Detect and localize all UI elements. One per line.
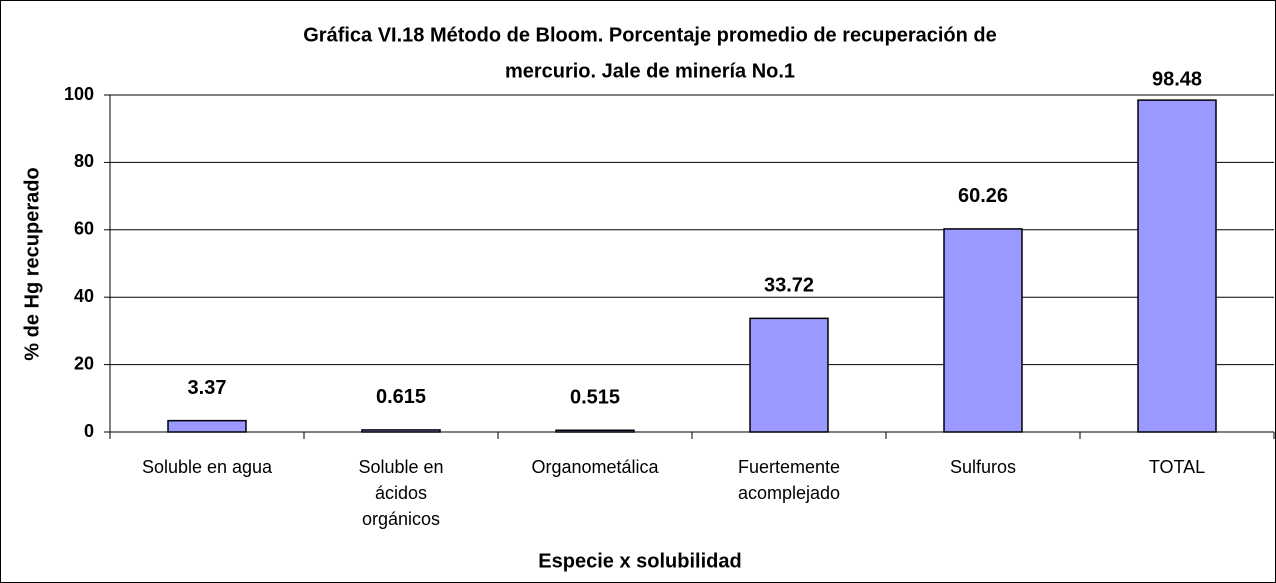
value-label: 0.515: [570, 387, 620, 409]
bar: [167, 419, 247, 433]
bar: [943, 228, 1023, 433]
x-tick-label: Fuertemente acomplejado: [738, 457, 840, 503]
y-axis-label: % de Hg recuperado: [21, 167, 43, 360]
chart-title: mercurio. Jale de minería No.1: [505, 60, 795, 82]
value-label: 60.26: [958, 185, 1008, 207]
value-label: 33.72: [764, 275, 814, 297]
x-tick-label: TOTAL: [1149, 457, 1205, 477]
bar: [1137, 99, 1217, 433]
y-tick-label: 60: [74, 219, 94, 239]
x-tick-label: Soluble en agua: [142, 457, 273, 477]
x-tick-label: Organometálica: [531, 457, 659, 477]
bar: [749, 317, 829, 433]
value-label: 0.615: [376, 386, 426, 408]
bar: [555, 429, 635, 433]
y-tick-label: 20: [74, 353, 94, 373]
y-tick-label: 100: [64, 84, 94, 104]
y-tick-label: 80: [74, 151, 94, 171]
y-tick-label: 0: [84, 421, 94, 441]
y-tick-label: 40: [74, 286, 94, 306]
chart-title: Gráfica VI.18 Método de Bloom. Porcentaj…: [303, 24, 997, 46]
value-label: 3.37: [188, 377, 227, 399]
bar: [361, 429, 441, 433]
x-axis-label: Especie x solubilidad: [538, 550, 741, 572]
x-tick-label: Sulfuros: [950, 457, 1016, 477]
x-tick-label: Soluble en ácidos orgánicos: [358, 457, 443, 529]
value-label: 98.48: [1152, 68, 1202, 90]
